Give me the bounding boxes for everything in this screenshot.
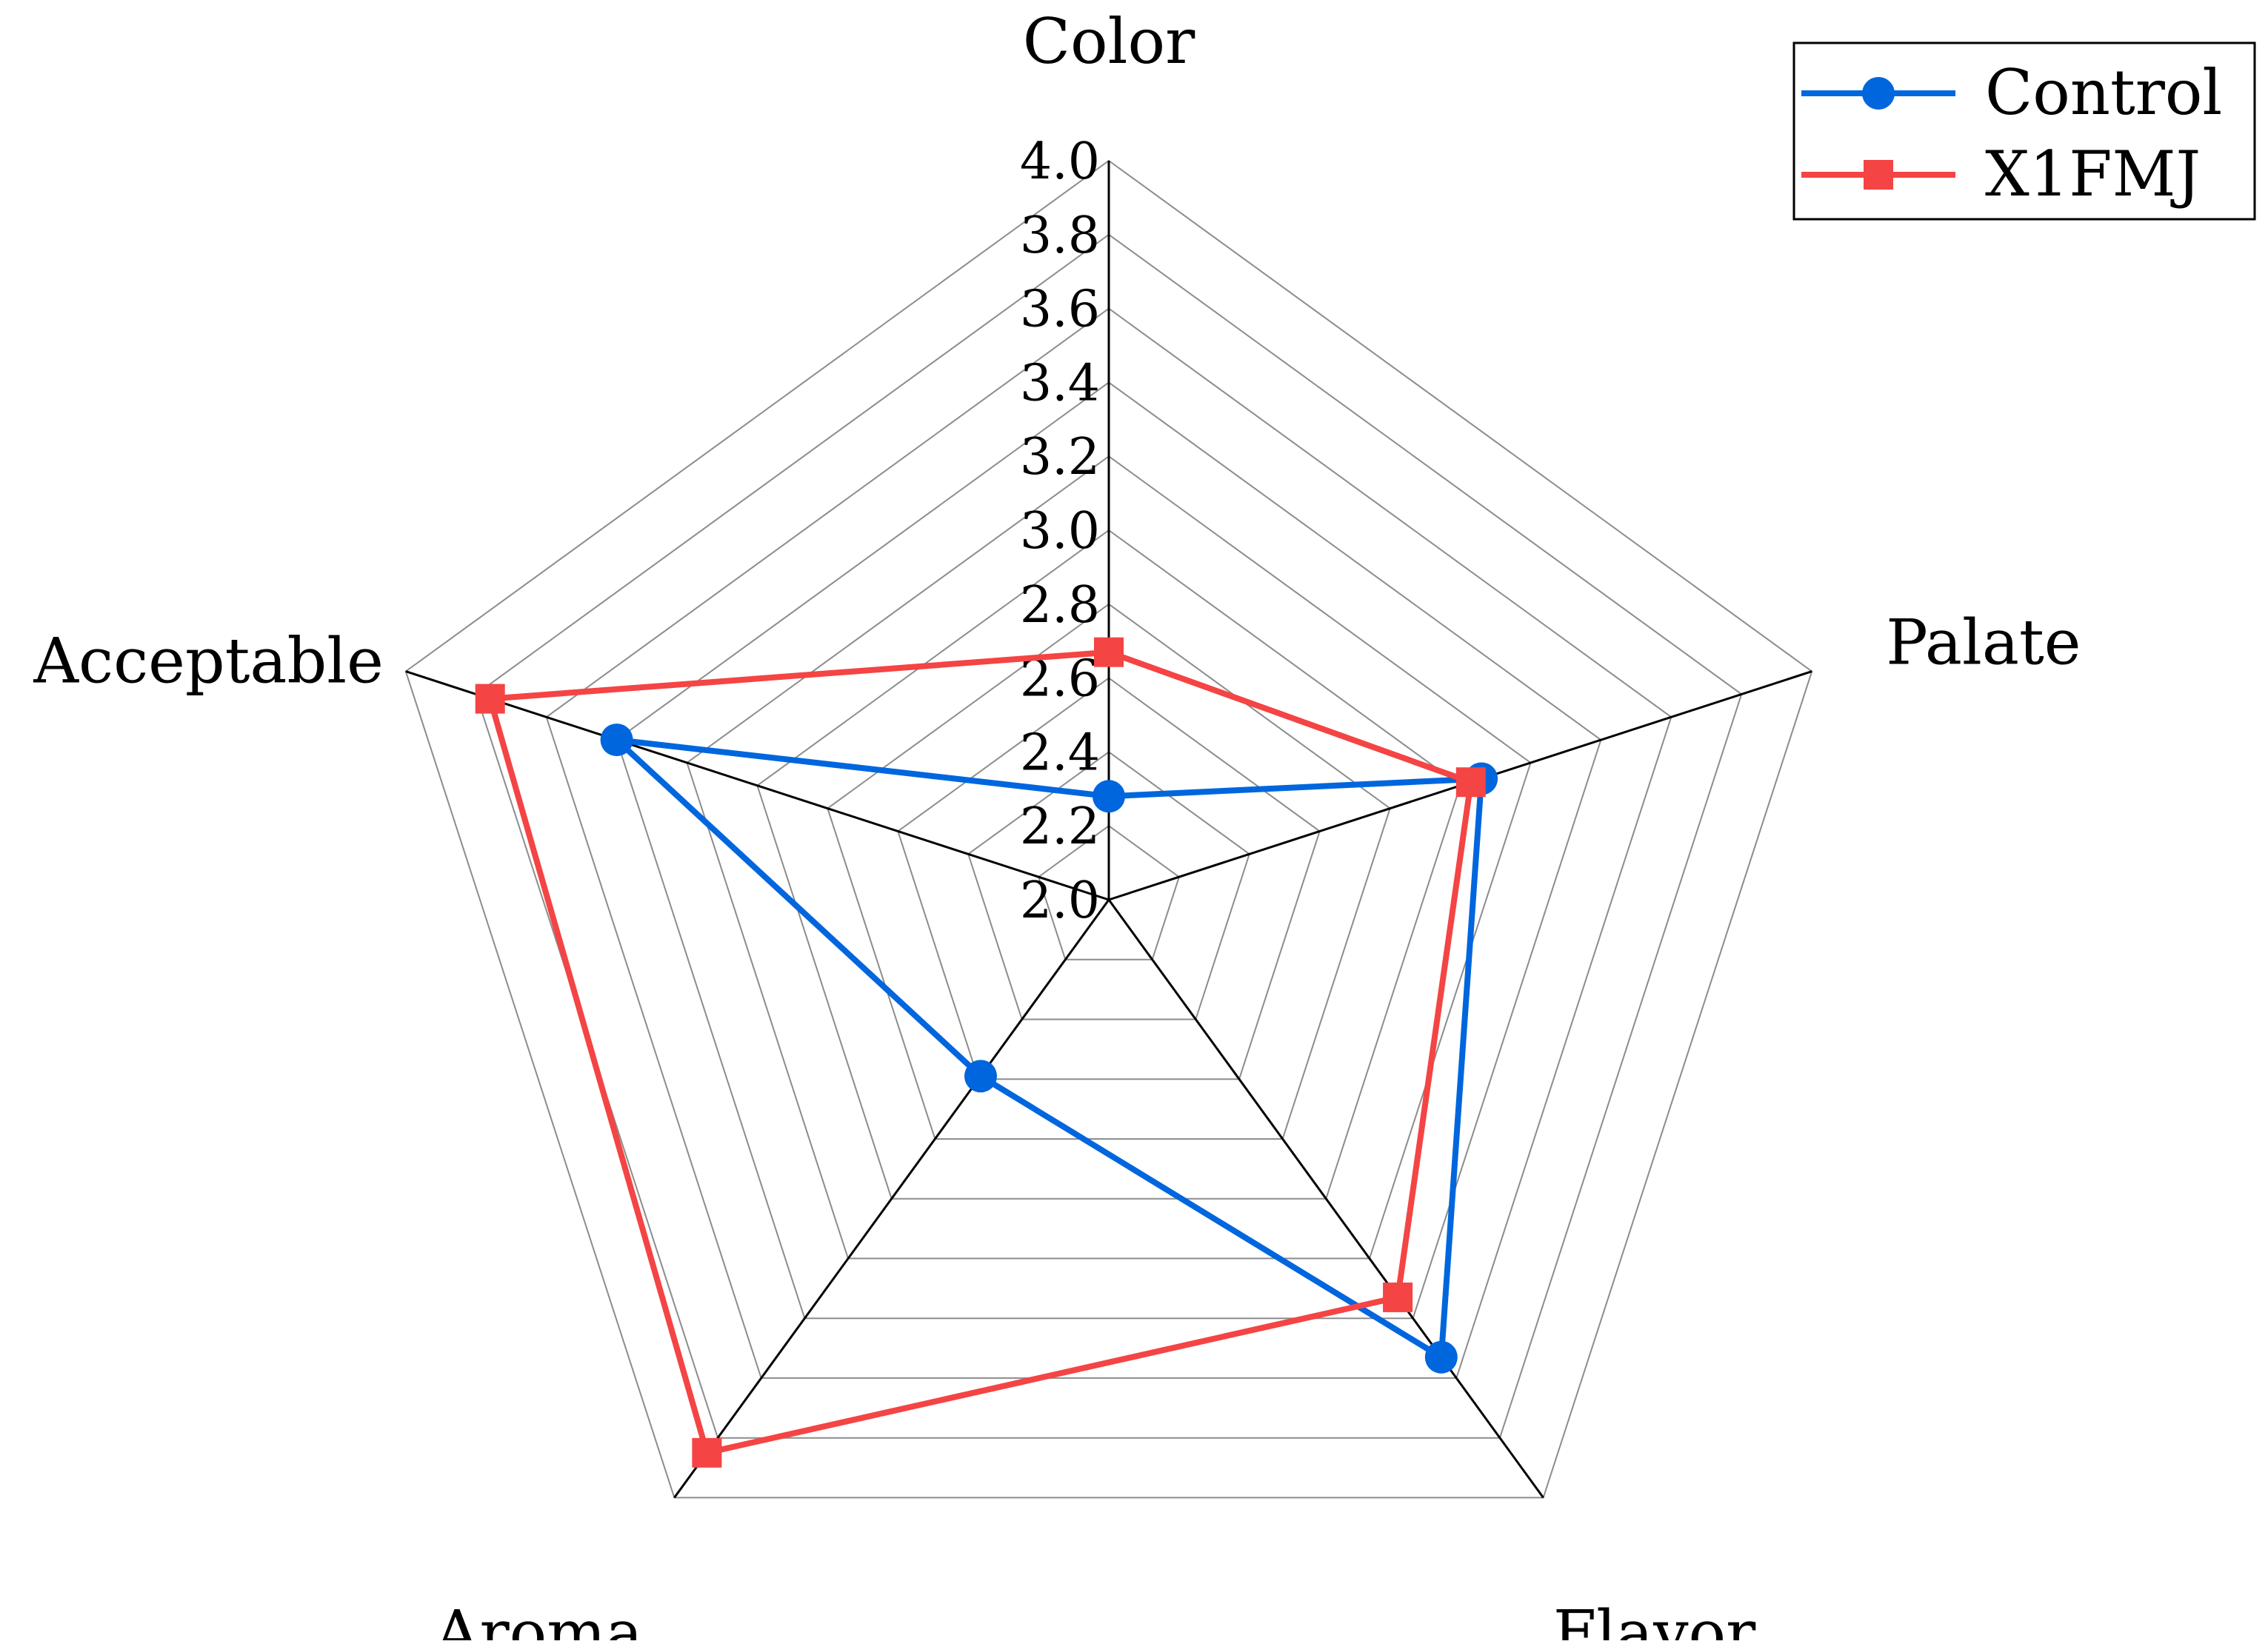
legend: Control X1FMJ	[1792, 41, 2256, 221]
tick-label: 3.4	[1020, 354, 1100, 412]
data-point-x1fmj-palate	[1455, 767, 1486, 798]
data-point-x1fmj-color	[1094, 637, 1124, 667]
grid-ring-2-4	[967, 751, 1250, 1020]
axis-label-aroma: Aroma	[434, 1597, 643, 1640]
grid-ring-2-8	[827, 603, 1391, 1140]
spoke-aroma	[673, 899, 1110, 1499]
radial-tick-labels: 2.02.22.42.62.83.03.23.43.63.84.0	[1020, 133, 1100, 930]
tick-label: 2.8	[1020, 576, 1100, 635]
radar-grid	[404, 159, 1813, 1499]
data-point-control-flavor	[1424, 1340, 1458, 1374]
axis-label-flavor: Flavor	[1553, 1597, 1756, 1640]
legend-marker-control	[1862, 77, 1895, 110]
axis-label-palate: Palate	[1886, 607, 2081, 679]
data-point-control-acceptable	[600, 724, 633, 757]
series-layer	[475, 637, 1498, 1468]
spoke-acceptable	[405, 670, 1110, 901]
grid-ring-2-2	[1037, 824, 1181, 960]
tick-label: 3.6	[1020, 281, 1100, 339]
spoke-flavor	[1107, 899, 1544, 1499]
radar-spokes	[405, 161, 1812, 1499]
legend-label-x1fmj: X1FMJ	[1985, 138, 2201, 210]
tick-label: 3.0	[1020, 502, 1100, 561]
legend-marker-x1fmj	[1864, 160, 1893, 190]
tick-label: 2.4	[1020, 724, 1100, 782]
axis-label-color: Color	[1023, 5, 1195, 78]
grid-ring-3-0	[756, 529, 1461, 1200]
series-line-control	[613, 737, 1485, 1360]
grid-ring-3-8	[475, 233, 1743, 1439]
axis-labels: Color Palate Flavor Aroma Acceptable	[33, 5, 2081, 1644]
data-point-control-color	[1093, 780, 1125, 813]
tick-label: 2.2	[1020, 798, 1100, 856]
legend-box	[1792, 41, 2256, 221]
tick-label: 2.0	[1020, 872, 1100, 930]
data-point-control-aroma	[964, 1060, 997, 1093]
grid-ring-4-0	[404, 159, 1813, 1499]
data-point-x1fmj-acceptable	[475, 684, 505, 714]
tick-label: 3.8	[1020, 207, 1100, 265]
tick-label: 3.2	[1020, 428, 1100, 487]
legend-label-control: Control	[1985, 56, 2222, 129]
grid-ring-2-6	[897, 677, 1321, 1080]
data-point-x1fmj-aroma	[692, 1437, 722, 1468]
axis-label-acceptable: Acceptable	[33, 625, 383, 698]
grid-ring-3-2	[686, 455, 1532, 1260]
grid-ring-3-6	[545, 307, 1672, 1379]
series-line-x1fmj	[487, 649, 1474, 1456]
tick-label: 4.0	[1020, 133, 1100, 191]
data-point-x1fmj-flavor	[1383, 1282, 1413, 1312]
